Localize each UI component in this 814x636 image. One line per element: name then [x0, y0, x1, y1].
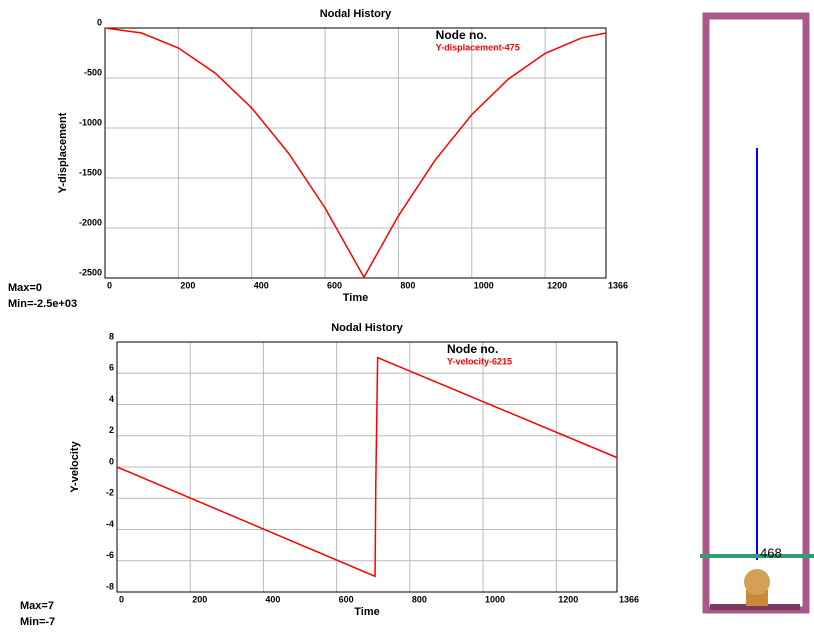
- x-tick-label: 200: [192, 594, 207, 604]
- x-tick-label: 600: [339, 594, 354, 604]
- base: [710, 604, 800, 610]
- y-axis-label: Y-displacement: [57, 112, 69, 193]
- y-tick-label: -500: [84, 67, 102, 77]
- plot-frame: [104, 27, 607, 279]
- y-tick-label: 0: [97, 17, 102, 27]
- stat-label: Max=0: [8, 282, 42, 294]
- x-tick-label: 400: [254, 280, 269, 290]
- y-tick-label: 8: [109, 331, 114, 341]
- chart-title: Nodal History: [331, 322, 403, 334]
- ball: [744, 569, 770, 595]
- stat-label: Min=-7: [20, 616, 55, 628]
- x-tick-label: 1200: [547, 280, 567, 290]
- x-tick-label: 1200: [558, 594, 578, 604]
- scene: 468: [700, 12, 814, 614]
- y-tick-label: -4: [106, 519, 114, 529]
- y-tick-label: -1500: [79, 167, 102, 177]
- y-tick-label: -1000: [79, 117, 102, 127]
- y-axis-label: Y-velocity: [69, 440, 81, 492]
- x-tick-label: 800: [412, 594, 427, 604]
- y-tick-label: 6: [109, 363, 114, 373]
- x-tick-label: 0: [107, 280, 112, 290]
- x-tick-label: 1000: [485, 594, 505, 604]
- y-tick-label: 0: [109, 456, 114, 466]
- y-tick-label: 2: [109, 425, 114, 435]
- stat-label: Min=-2.5e+03: [8, 298, 77, 310]
- legend-entry: Y-displacement-475: [436, 42, 520, 52]
- x-tick-label: 800: [400, 280, 415, 290]
- y-tick-label: 4: [109, 394, 114, 404]
- x-tick-label: 200: [180, 280, 195, 290]
- x-tick-label: 1366: [608, 280, 628, 290]
- x-tick-label: 400: [265, 594, 280, 604]
- x-axis-label: Time: [354, 606, 379, 618]
- node-label: 468: [760, 545, 782, 560]
- x-axis-label: Time: [343, 292, 368, 304]
- legend-title: Node no.: [436, 28, 487, 42]
- plate: [700, 554, 814, 558]
- stem: [746, 590, 768, 606]
- legend-title: Node no.: [447, 342, 498, 356]
- y-tick-label: -2500: [79, 267, 102, 277]
- y-tick-label: -6: [106, 550, 114, 560]
- y-tick-label: -8: [106, 581, 114, 591]
- x-tick-label: 0: [119, 594, 124, 604]
- y-tick-label: -2: [106, 488, 114, 498]
- stat-label: Max=7: [20, 600, 54, 612]
- x-tick-label: 1366: [619, 594, 639, 604]
- data-line: [104, 27, 607, 279]
- data-line: [116, 356, 618, 578]
- y-tick-label: -2000: [79, 217, 102, 227]
- legend-entry: Y-velocity-6215: [447, 356, 512, 366]
- x-tick-label: 1000: [474, 280, 494, 290]
- chart-title: Nodal History: [320, 8, 392, 20]
- x-tick-label: 600: [327, 280, 342, 290]
